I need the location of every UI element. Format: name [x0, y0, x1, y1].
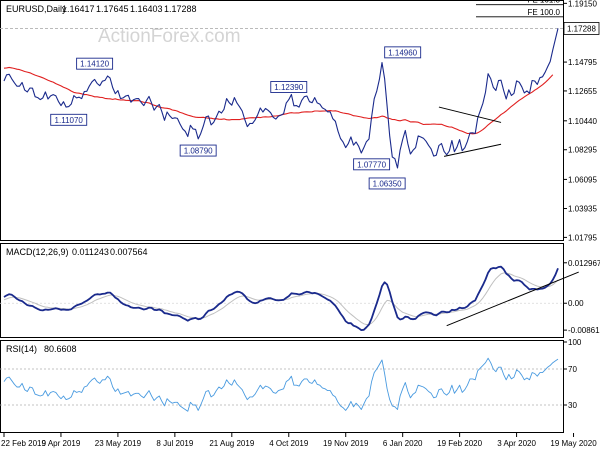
- rsi-axis-label: 30: [568, 401, 577, 410]
- swing-annotation-box: [50, 113, 88, 126]
- swing-annotation-box: [76, 57, 114, 70]
- macd-line: [3, 265, 559, 331]
- ohlc-close: 1.17288: [164, 4, 197, 14]
- price-axis-label: 1.06095: [568, 175, 597, 184]
- swing-annotation-box: [384, 46, 422, 59]
- swing-annotation-box: [368, 177, 406, 190]
- macd-panel-frame: [0, 243, 564, 338]
- price-panel-title: EURUSD,Daily: [6, 4, 67, 14]
- macd-axis-label: 0.00: [568, 299, 584, 308]
- macd-value: 0.011243: [72, 247, 109, 257]
- time-axis-label: 9 Apr 2019: [42, 439, 81, 448]
- swing-annotation-box: [179, 144, 217, 157]
- price-axis-label: 1.08295: [568, 146, 597, 155]
- price-line: [3, 28, 559, 169]
- macd-axis-label: -0.008616: [568, 326, 600, 335]
- swing-annotation-label: 1.14960: [388, 48, 417, 57]
- channel-trendline: [438, 106, 502, 123]
- time-axis-label: 23 May 2019: [95, 439, 142, 448]
- price-panel-frame: [0, 0, 564, 241]
- time-axis-label: 19 Feb 2020: [437, 439, 482, 448]
- price-axis-label: 1.03935: [568, 205, 597, 214]
- macd-axis-label: 0.012967: [568, 259, 600, 268]
- time-axis-label: 6 Jan 2020: [383, 439, 423, 448]
- time-axis-label: 4 Oct 2019: [269, 439, 309, 448]
- rsi-panel-title: RSI(14): [6, 344, 37, 354]
- ohlc-low: 1.16403: [130, 4, 163, 14]
- rsi-value: 80.6608: [44, 344, 77, 354]
- macd-signal-value: 0.007564: [110, 247, 148, 257]
- time-axis-label: 3 Apr 2020: [497, 439, 536, 448]
- rsi-axis-label: 70: [568, 365, 577, 374]
- time-axis-label: 22 Feb 2019: [1, 439, 46, 448]
- time-axis-label: 21 Aug 2019: [209, 439, 254, 448]
- ohlc-open: 1.16417: [62, 4, 95, 14]
- series-layer: [3, 28, 559, 412]
- price-axis-label: 1.01795: [568, 233, 597, 242]
- price-axis-label: 1.10440: [568, 117, 597, 126]
- swing-annotation-box: [270, 81, 308, 93]
- swing-annotation-label: 1.14120: [80, 60, 109, 69]
- macd-panel-title: MACD(12,26,9): [6, 247, 69, 257]
- time-axis-label: 8 Jul 2019: [156, 439, 193, 448]
- swing-annotation-label: 1.12390: [274, 83, 303, 92]
- annotation-layer: FE 161.8 FE 100.0 1.14120 1.11070 1.08790 1.1…: [50, 0, 579, 327]
- channel-trendline: [443, 143, 502, 157]
- ohlc-high: 1.17645: [96, 4, 129, 14]
- time-axis-label: 19 Nov 2019: [323, 439, 369, 448]
- time-axis-label: 19 May 2020: [550, 439, 597, 448]
- swing-annotation-label: 1.07770: [357, 160, 386, 169]
- rsi-panel-frame: [0, 340, 564, 433]
- swing-annotation-box: [353, 158, 391, 171]
- macd-trendline: [446, 271, 579, 327]
- price-axis-label: 1.12655: [568, 87, 597, 96]
- rsi-axis-label: 100: [568, 338, 582, 347]
- rsi-line: [3, 357, 559, 412]
- fib-level-label: FE 100.0: [528, 8, 561, 17]
- fib-level-label: FE 161.8: [528, 0, 561, 5]
- watermark-text: ActionForex.com: [98, 26, 241, 47]
- current-price-label: 1.17288: [567, 24, 596, 33]
- swing-annotation-label: 1.08790: [184, 147, 213, 156]
- price-axis-label: 1.19150: [568, 0, 597, 8]
- price-axis-label: 1.14795: [568, 58, 597, 67]
- swing-annotation-label: 1.11070: [55, 116, 84, 125]
- swing-annotation-label: 1.06350: [373, 179, 402, 188]
- current-price-box: [563, 22, 600, 35]
